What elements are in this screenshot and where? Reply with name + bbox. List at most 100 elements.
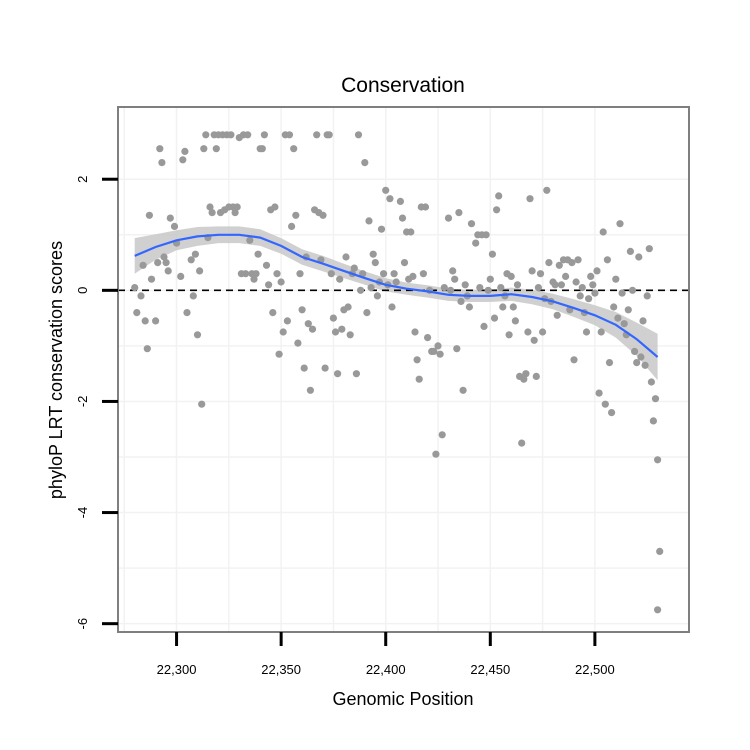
data-point	[271, 203, 279, 211]
data-point	[292, 211, 300, 219]
smooth-fit-line	[134, 233, 659, 358]
data-point	[321, 364, 329, 372]
data-point	[633, 359, 641, 367]
data-point	[526, 195, 534, 203]
data-point	[614, 314, 622, 322]
data-point	[430, 347, 438, 355]
data-point	[434, 342, 442, 350]
x-tick-label: 22,300	[157, 662, 197, 677]
data-point	[522, 370, 530, 378]
chart-title: Conservation	[341, 74, 465, 97]
data-point	[296, 270, 304, 278]
data-point	[283, 317, 291, 325]
data-point	[582, 328, 591, 336]
data-point	[227, 131, 235, 139]
data-point	[591, 289, 599, 297]
data-point	[398, 214, 407, 222]
data-point	[304, 320, 312, 328]
data-point	[486, 275, 494, 283]
data-point	[528, 267, 536, 275]
data-point	[131, 284, 139, 292]
data-point	[147, 275, 156, 283]
data-point	[536, 270, 545, 278]
data-point	[605, 359, 614, 367]
data-point	[275, 350, 283, 358]
data-point	[158, 159, 166, 167]
data-point	[208, 209, 216, 217]
data-point	[587, 272, 595, 280]
data-point	[279, 328, 287, 336]
data-point	[407, 228, 415, 236]
x-tick-label: 22,350	[261, 662, 301, 677]
data-point	[206, 203, 214, 211]
data-point	[193, 331, 202, 339]
data-point	[424, 334, 432, 342]
data-point	[511, 317, 519, 325]
grid	[118, 107, 689, 632]
data-point	[451, 275, 459, 283]
data-point	[262, 261, 271, 269]
data-point	[409, 272, 417, 280]
data-point	[342, 253, 350, 261]
data-point	[467, 220, 476, 228]
data-point	[288, 222, 296, 230]
data-point	[476, 284, 484, 292]
y-axis-title: phyloP LRT conservation scores	[46, 241, 66, 499]
data-point	[154, 259, 162, 267]
data-point	[576, 292, 584, 300]
data-point	[181, 147, 189, 155]
data-point	[616, 220, 624, 228]
data-point	[352, 370, 360, 378]
data-point	[432, 450, 440, 458]
data-point	[557, 281, 566, 289]
data-point	[363, 309, 371, 317]
data-point	[585, 295, 593, 303]
data-point	[400, 259, 409, 267]
data-point	[277, 278, 285, 286]
y-tick-label: -4	[75, 507, 90, 519]
data-point	[298, 306, 306, 314]
data-point	[162, 259, 170, 267]
data-point	[369, 250, 377, 258]
data-point	[608, 409, 616, 417]
data-point	[252, 270, 260, 278]
data-point	[294, 339, 302, 347]
data-point	[455, 209, 463, 217]
data-point	[457, 297, 465, 305]
data-point	[530, 336, 538, 344]
data-point	[359, 270, 367, 278]
data-point	[495, 192, 503, 200]
data-point	[377, 225, 386, 233]
data-point	[520, 375, 528, 383]
data-point	[601, 400, 609, 408]
data-point	[610, 303, 618, 311]
data-point	[246, 236, 254, 244]
data-point	[524, 328, 532, 336]
data-point	[656, 547, 664, 556]
y-tick-label: 0	[75, 287, 90, 294]
data-point	[139, 261, 147, 269]
data-point	[484, 286, 492, 294]
data-point	[386, 195, 394, 203]
data-point	[472, 239, 480, 247]
data-point	[313, 131, 321, 139]
data-point	[250, 275, 258, 283]
data-point	[532, 372, 540, 380]
data-point	[300, 364, 308, 372]
data-point	[612, 275, 620, 283]
data-point	[285, 131, 294, 139]
data-point	[258, 145, 266, 153]
data-point	[346, 331, 354, 339]
data-point	[396, 197, 404, 205]
data-point	[179, 156, 187, 164]
data-point	[390, 270, 398, 278]
data-points	[131, 131, 664, 614]
data-point	[231, 209, 239, 217]
data-point	[160, 253, 168, 261]
x-axis-title: Genomic Position	[332, 689, 473, 709]
data-point	[553, 311, 561, 319]
axis-ticks: 22,300 22,350 22,400 22,450 22,500 -6 -4 -2 0 2	[75, 176, 615, 677]
data-point	[421, 203, 430, 211]
data-point	[308, 325, 317, 333]
data-point	[365, 217, 373, 225]
